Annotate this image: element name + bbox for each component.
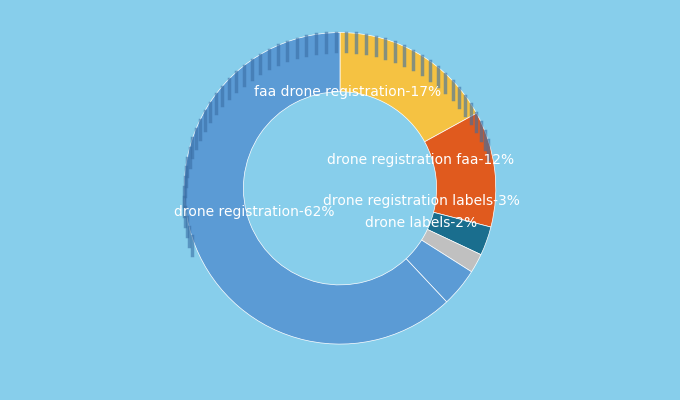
Text: drone registration-62%: drone registration-62%: [174, 205, 335, 219]
Wedge shape: [340, 32, 477, 142]
Wedge shape: [428, 212, 491, 255]
Wedge shape: [422, 230, 481, 272]
Text: faa drone registration-17%: faa drone registration-17%: [254, 85, 441, 99]
Text: drone registration faa-12%: drone registration faa-12%: [328, 153, 515, 167]
Wedge shape: [406, 240, 471, 302]
Wedge shape: [424, 113, 496, 227]
Text: drone registration labels-3%: drone registration labels-3%: [322, 194, 520, 208]
Text: drone labels-2%: drone labels-2%: [365, 216, 477, 230]
Wedge shape: [184, 32, 447, 344]
